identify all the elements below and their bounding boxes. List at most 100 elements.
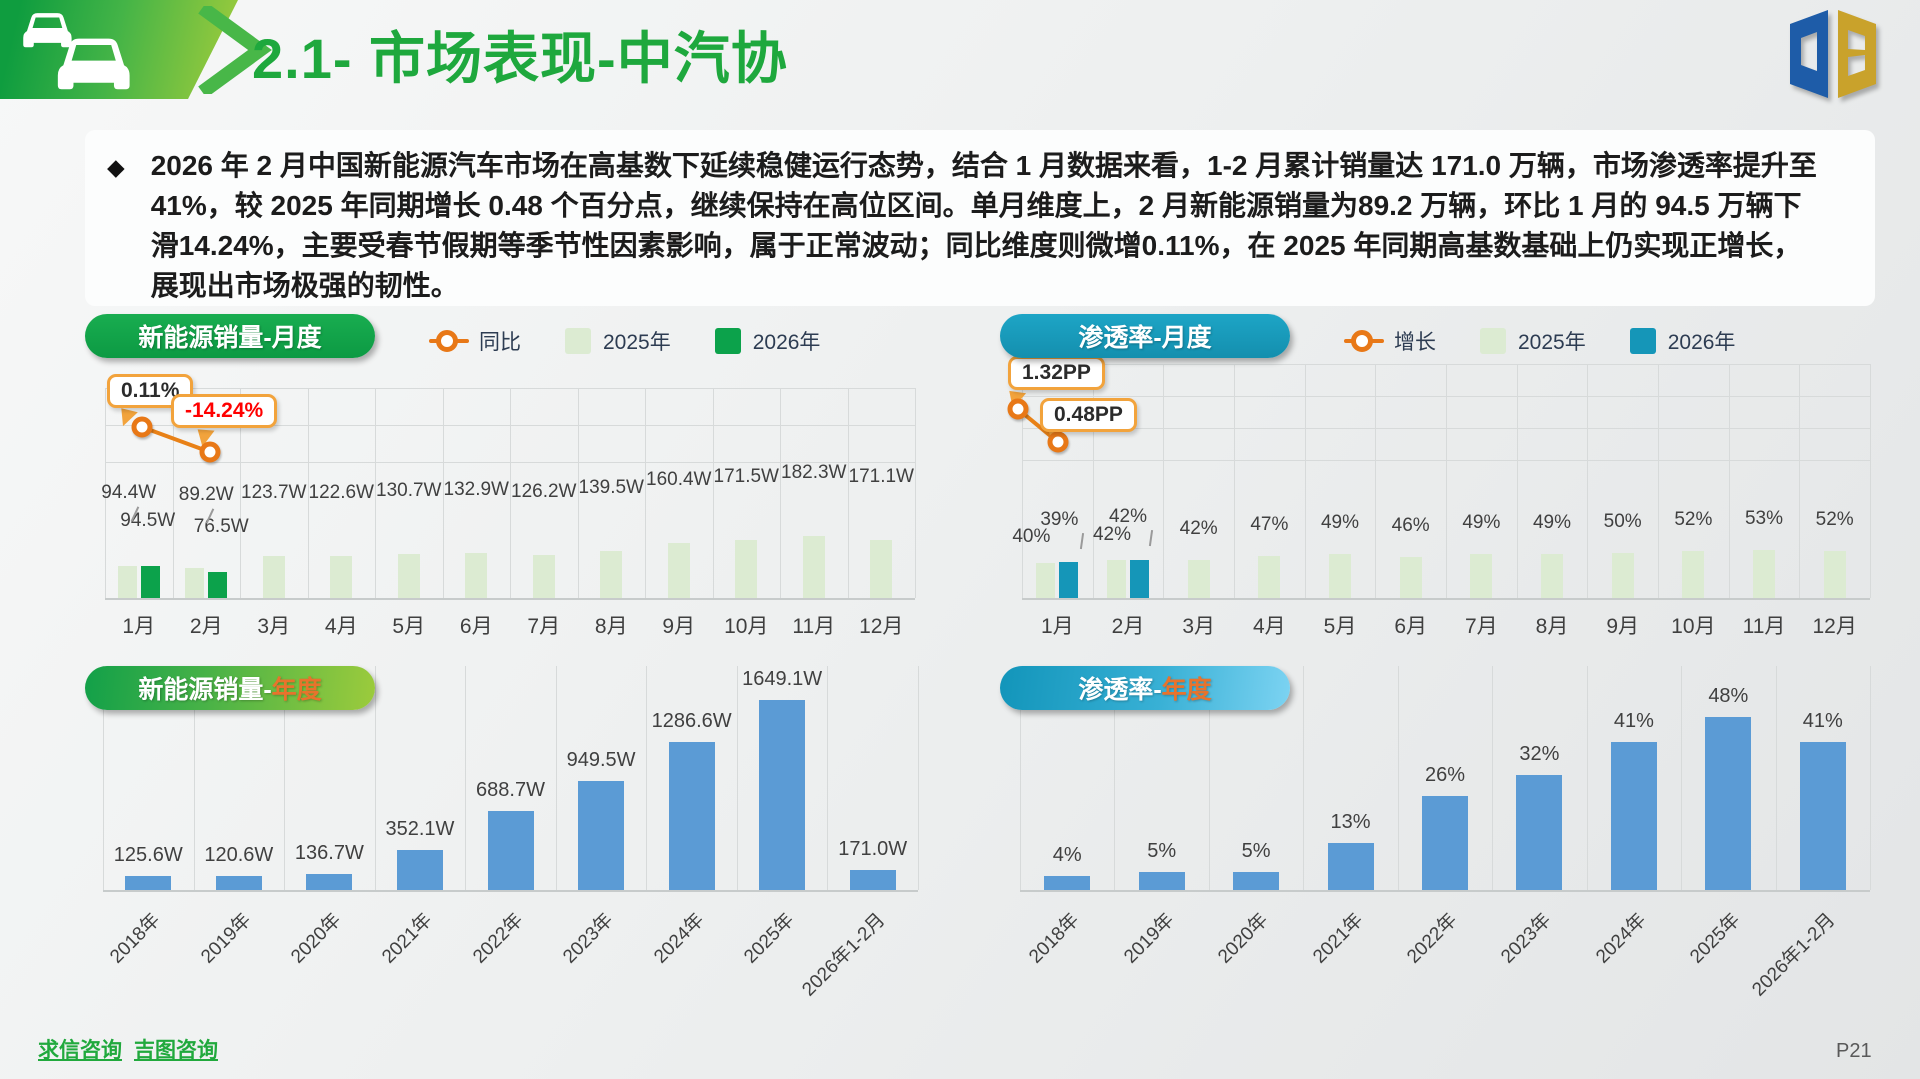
bar-value-label: 53% bbox=[1744, 508, 1784, 530]
grid-line bbox=[105, 462, 915, 463]
legend-label-2026: 2026年 bbox=[1667, 331, 1736, 354]
category-label: 2025年 bbox=[740, 909, 799, 968]
bar-value bbox=[487, 810, 534, 890]
label-leader-line bbox=[1080, 532, 1084, 549]
bar-2025 bbox=[735, 539, 758, 598]
cars-icon bbox=[23, 13, 130, 90]
bar-2025 bbox=[262, 555, 285, 598]
bar-value bbox=[578, 780, 625, 890]
bar-value bbox=[1705, 717, 1752, 890]
bar-value-label: 5% bbox=[1147, 840, 1177, 862]
bar-value-label: 171.5W bbox=[713, 465, 779, 487]
legend-label-growth: 增长 bbox=[1394, 331, 1436, 354]
data-point-marker bbox=[1047, 431, 1069, 453]
category-label: 2019年 bbox=[197, 909, 256, 968]
bar-2025 bbox=[1258, 555, 1281, 598]
bar-2026 bbox=[1059, 562, 1079, 598]
yoy-line-marker-icon bbox=[429, 330, 469, 352]
grid-line bbox=[1114, 666, 1116, 890]
footer-links: 求信咨询 吉图咨询 bbox=[38, 1034, 230, 1064]
legend-swatch-2025 bbox=[565, 328, 591, 354]
grid-line bbox=[1799, 364, 1801, 598]
bar-value-label: 42% bbox=[1108, 506, 1148, 528]
grid-line bbox=[465, 666, 467, 890]
grid-line bbox=[105, 388, 106, 598]
bar-value bbox=[1799, 742, 1846, 890]
month-label: 7月 bbox=[1464, 615, 1498, 638]
grid-line bbox=[374, 666, 376, 890]
category-label: 2018年 bbox=[106, 909, 165, 968]
bar-value-label: 76.5W bbox=[193, 515, 249, 537]
link-qiuxin[interactable]: 求信咨询 bbox=[38, 1039, 122, 1062]
grid-line bbox=[1303, 666, 1305, 890]
grid-line bbox=[577, 388, 579, 598]
category-label: 2021年 bbox=[378, 909, 437, 968]
month-label: 11月 bbox=[792, 615, 836, 638]
bar-value-label: 49% bbox=[1462, 511, 1501, 533]
bar-value-label: 123.7W bbox=[241, 481, 307, 503]
grid-line bbox=[1728, 364, 1730, 598]
month-label: 1月 bbox=[122, 615, 156, 638]
month-label: 2月 bbox=[1111, 615, 1145, 638]
month-label: 5月 bbox=[1323, 615, 1357, 638]
grid-line bbox=[1022, 460, 1870, 461]
bar-value-label: 171.0W bbox=[838, 838, 908, 861]
grid-line bbox=[240, 388, 241, 598]
category-label: 2018年 bbox=[1025, 909, 1084, 968]
bar-value-label: 120.6W bbox=[204, 844, 274, 867]
bar-value bbox=[1233, 872, 1280, 890]
bar-value-label: 139.5W bbox=[578, 476, 644, 498]
axis-baseline bbox=[1022, 598, 1870, 600]
category-label: 2023年 bbox=[1497, 909, 1556, 968]
bar-2025 bbox=[1682, 551, 1705, 598]
grid-line bbox=[1375, 364, 1377, 598]
grid-line bbox=[1870, 364, 1871, 598]
bar-value-label: 50% bbox=[1603, 511, 1642, 532]
bar-2025 bbox=[1329, 553, 1351, 598]
bar-2025 bbox=[1753, 550, 1775, 598]
bar-2025 bbox=[330, 556, 353, 598]
chart-legend: 同比 2025年 2026年 bbox=[429, 326, 820, 356]
month-label: 3月 bbox=[257, 615, 291, 638]
grid-line bbox=[284, 666, 286, 890]
axis-baseline bbox=[105, 598, 915, 600]
chart-title-accent: 年度 bbox=[271, 676, 322, 704]
bar-value-label: 52% bbox=[1674, 509, 1713, 531]
bar-2025 bbox=[1399, 556, 1422, 598]
bar-value-label: 122.6W bbox=[308, 482, 374, 504]
grid-line bbox=[1775, 666, 1777, 890]
category-label: 2020年 bbox=[287, 909, 346, 968]
category-label: 2022年 bbox=[468, 909, 527, 968]
bar-value-label: 688.7W bbox=[476, 778, 545, 801]
chart-penetration-monthly: 渗透率-月度 增长 2025年 2026年 39% 40% 1月 42% 42% 2月 42… bbox=[1000, 308, 1885, 653]
bar-value-label: 4% bbox=[1052, 843, 1082, 866]
page-number: P21 bbox=[1836, 1040, 1872, 1062]
bar-value-label: 32% bbox=[1519, 742, 1560, 765]
grid-line bbox=[1163, 364, 1165, 598]
link-jitu[interactable]: 吉图咨询 bbox=[134, 1039, 218, 1062]
chart-nev-sales-monthly: 新能源销量-月度 同比 2025年 2026年 94.4W 94.5W 1月 89.2… bbox=[85, 308, 930, 653]
bar-value-label: 171.1W bbox=[848, 465, 914, 487]
bar-value-label: 49% bbox=[1532, 511, 1572, 533]
month-label: 8月 bbox=[594, 615, 628, 638]
category-label: 2024年 bbox=[1592, 909, 1651, 968]
bar-value-label: 1649.1W bbox=[742, 668, 823, 691]
bar-value bbox=[1138, 872, 1185, 890]
legend-label-2026: 2026年 bbox=[752, 331, 821, 354]
month-label: 10月 bbox=[1671, 615, 1716, 638]
legend-label-2025: 2025年 bbox=[1518, 331, 1586, 354]
bar-value bbox=[668, 742, 715, 890]
bar-value-label: 89.2W bbox=[178, 483, 234, 505]
data-point-marker bbox=[1007, 398, 1029, 420]
grid-line bbox=[1022, 396, 1870, 397]
month-label: 11月 bbox=[1742, 615, 1786, 638]
bar-2025 bbox=[1611, 553, 1634, 598]
bar-2025 bbox=[667, 543, 690, 598]
bar-value bbox=[1516, 774, 1563, 890]
month-label: 5月 bbox=[392, 615, 426, 638]
grid-line bbox=[827, 666, 829, 890]
legend-label-2025: 2025年 bbox=[603, 331, 671, 354]
bar-2026 bbox=[1130, 560, 1149, 598]
bar-value-label: 48% bbox=[1708, 685, 1749, 708]
grid-line bbox=[1586, 666, 1588, 890]
